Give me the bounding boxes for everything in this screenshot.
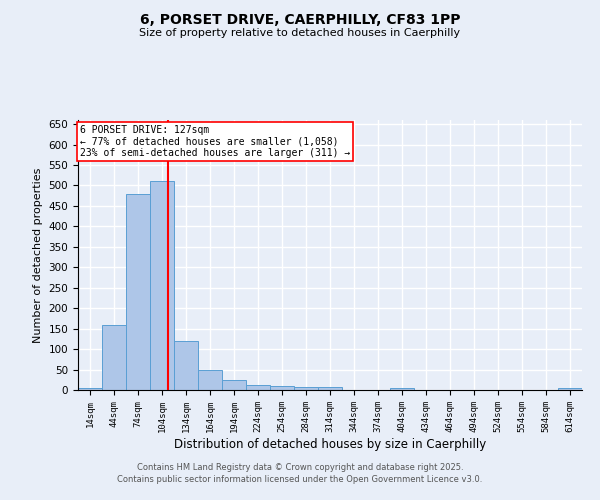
Bar <box>78 388 102 390</box>
Bar <box>246 385 270 390</box>
Text: 6 PORSET DRIVE: 127sqm
← 77% of detached houses are smaller (1,058)
23% of semi-: 6 PORSET DRIVE: 127sqm ← 77% of detached… <box>80 125 350 158</box>
Bar <box>558 388 582 390</box>
Bar <box>198 370 222 390</box>
Text: Contains public sector information licensed under the Open Government Licence v3: Contains public sector information licen… <box>118 475 482 484</box>
Text: Contains HM Land Registry data © Crown copyright and database right 2025.: Contains HM Land Registry data © Crown c… <box>137 464 463 472</box>
Text: Size of property relative to detached houses in Caerphilly: Size of property relative to detached ho… <box>139 28 461 38</box>
Bar <box>294 386 318 390</box>
Bar <box>390 388 414 390</box>
Bar <box>126 194 150 390</box>
Bar <box>150 182 174 390</box>
Bar <box>102 324 126 390</box>
X-axis label: Distribution of detached houses by size in Caerphilly: Distribution of detached houses by size … <box>174 438 486 450</box>
Bar <box>270 386 294 390</box>
Text: 6, PORSET DRIVE, CAERPHILLY, CF83 1PP: 6, PORSET DRIVE, CAERPHILLY, CF83 1PP <box>140 12 460 26</box>
Bar <box>222 380 246 390</box>
Bar <box>318 386 342 390</box>
Bar <box>174 341 198 390</box>
Y-axis label: Number of detached properties: Number of detached properties <box>33 168 43 342</box>
